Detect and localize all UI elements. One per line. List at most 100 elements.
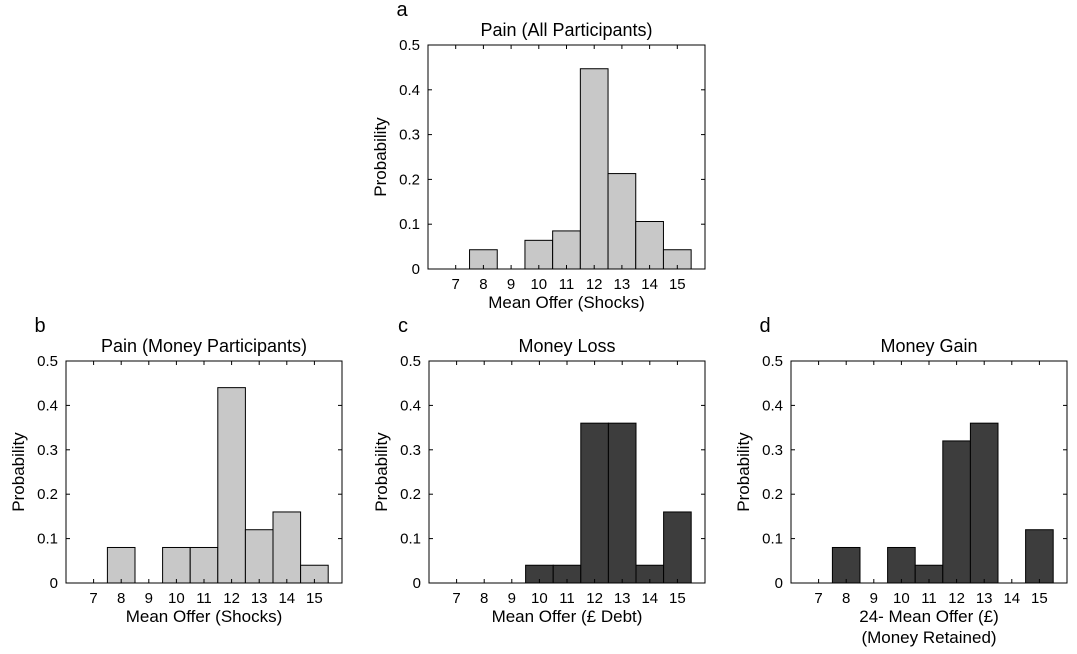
- x-tick-label: 7: [814, 590, 822, 607]
- panel-letter: c: [398, 315, 408, 337]
- x-tick-label: 13: [614, 276, 631, 293]
- x-tick-label: 15: [669, 590, 686, 607]
- chart-title: Pain (Money Participants): [101, 336, 307, 356]
- chart-title: Pain (All Participants): [480, 20, 652, 40]
- bar-13: [607, 173, 637, 270]
- y-tick-label: 0: [413, 575, 421, 592]
- x-tick-label: 8: [480, 590, 488, 607]
- x-tick-label: 9: [507, 276, 515, 293]
- panel-letter: d: [759, 315, 770, 337]
- x-tick-label: 10: [168, 590, 185, 607]
- x-tick-label: 7: [89, 590, 97, 607]
- x-tick-label: 10: [893, 590, 910, 607]
- bar-11: [552, 230, 581, 270]
- y-tick-label: 0.3: [399, 127, 420, 144]
- x-tick-label: 7: [452, 590, 460, 607]
- y-tick-label: 0.4: [762, 397, 783, 414]
- y-tick-label: 0.1: [399, 216, 420, 233]
- x-tick-label: 9: [870, 590, 878, 607]
- x-tick-label: 11: [196, 590, 212, 607]
- bar-10: [887, 546, 916, 584]
- y-tick-label: 0.2: [37, 486, 58, 503]
- panel-letter: b: [34, 315, 45, 337]
- y-tick-label: 0.3: [400, 442, 421, 459]
- y-axis-label: Probability: [9, 432, 28, 512]
- x-axis-label: Mean Offer (Shocks): [488, 293, 645, 312]
- y-axis-label: Probability: [372, 432, 391, 512]
- x-tick-label: 15: [1031, 590, 1048, 607]
- y-axis-label: Probability: [734, 432, 753, 512]
- y-tick-label: 0.1: [400, 531, 421, 548]
- y-tick-label: 0.1: [37, 531, 58, 548]
- y-tick-label: 0.5: [37, 353, 58, 370]
- bar-10: [524, 239, 554, 270]
- bar-15: [1025, 529, 1054, 584]
- x-tick-label: 14: [641, 590, 658, 607]
- bar-12: [942, 440, 971, 584]
- x-tick-label: 13: [251, 590, 268, 607]
- bar-13: [607, 422, 637, 584]
- bar-12: [217, 387, 246, 584]
- bar-14: [635, 221, 664, 270]
- chart-title: Money Loss: [518, 336, 615, 356]
- y-tick-label: 0.2: [399, 171, 420, 188]
- x-tick-label: 14: [278, 590, 295, 607]
- bar-10: [162, 546, 191, 584]
- x-tick-label: 15: [306, 590, 323, 607]
- x-tick-label: 8: [117, 590, 125, 607]
- bar-13: [969, 422, 999, 584]
- bar-12: [579, 68, 609, 270]
- x-tick-label: 13: [976, 590, 993, 607]
- chart-panel-a: 0 0.1 0.2 0.3 0.4 0.5 7 8 9 10 11 12 13 14 15 Pain (All…: [371, 0, 706, 312]
- chart-panel-b: 0 0.1 0.2 0.3 0.4 0.5 7 8 9 10 11 12 13 14 15 Pain (Mon…: [9, 315, 343, 626]
- bar-14: [272, 511, 302, 584]
- bar-8: [106, 546, 136, 584]
- y-tick-label: 0: [50, 575, 58, 592]
- y-tick-label: 0.4: [399, 82, 420, 99]
- x-tick-label: 11: [921, 590, 937, 607]
- x-axis-label: Mean Offer (£ Debt): [492, 607, 643, 626]
- y-tick-label: 0.3: [37, 442, 58, 459]
- y-tick-label: 0: [775, 575, 783, 592]
- y-tick-label: 0.5: [400, 353, 421, 370]
- y-tick-label: 0.4: [400, 397, 421, 414]
- x-tick-label: 11: [559, 276, 575, 293]
- x-axis-label: 24- Mean Offer (£): [859, 607, 999, 626]
- x-tick-label: 10: [531, 590, 548, 607]
- y-axis-label: Probability: [371, 117, 390, 197]
- x-axis-label: Mean Offer (Shocks): [126, 607, 283, 626]
- y-tick-label: 0.3: [762, 442, 783, 459]
- bar-8: [831, 546, 861, 584]
- x-tick-label: 12: [223, 590, 240, 607]
- y-tick-label: 0.2: [400, 486, 421, 503]
- x-tick-label: 12: [948, 590, 965, 607]
- y-tick-label: 0.1: [762, 531, 783, 548]
- bar-13: [244, 529, 274, 584]
- x-tick-label: 8: [479, 276, 487, 293]
- bar-12: [580, 422, 609, 584]
- bar-11: [189, 546, 219, 584]
- x-tick-label: 10: [530, 276, 547, 293]
- y-tick-label: 0.2: [762, 486, 783, 503]
- chart-panel-c: 0 0.1 0.2 0.3 0.4 0.5 7 8 9 10 11 12 13 14 15 Money Los…: [372, 315, 706, 626]
- x-tick-label: 11: [559, 590, 575, 607]
- x-tick-label: 13: [614, 590, 631, 607]
- y-tick-label: 0: [412, 261, 420, 278]
- x-tick-label: 12: [586, 276, 603, 293]
- x-axis-label: (Money Retained): [861, 628, 996, 647]
- x-tick-label: 12: [586, 590, 603, 607]
- y-tick-label: 0.5: [399, 37, 420, 54]
- x-tick-label: 9: [508, 590, 516, 607]
- bar-15: [663, 511, 692, 584]
- x-tick-label: 8: [842, 590, 850, 607]
- chart-title: Money Gain: [880, 336, 977, 356]
- x-tick-label: 7: [452, 276, 460, 293]
- chart-panel-d: 0 0.1 0.2 0.3 0.4 0.5 7 8 9 10 11 12 13 14 15 Money Gai…: [734, 315, 1068, 647]
- panel-letter: a: [396, 0, 408, 21]
- y-tick-label: 0.5: [762, 353, 783, 370]
- x-tick-label: 14: [1003, 590, 1020, 607]
- y-tick-label: 0.4: [37, 397, 58, 414]
- x-tick-label: 9: [145, 590, 153, 607]
- x-tick-label: 14: [641, 276, 658, 293]
